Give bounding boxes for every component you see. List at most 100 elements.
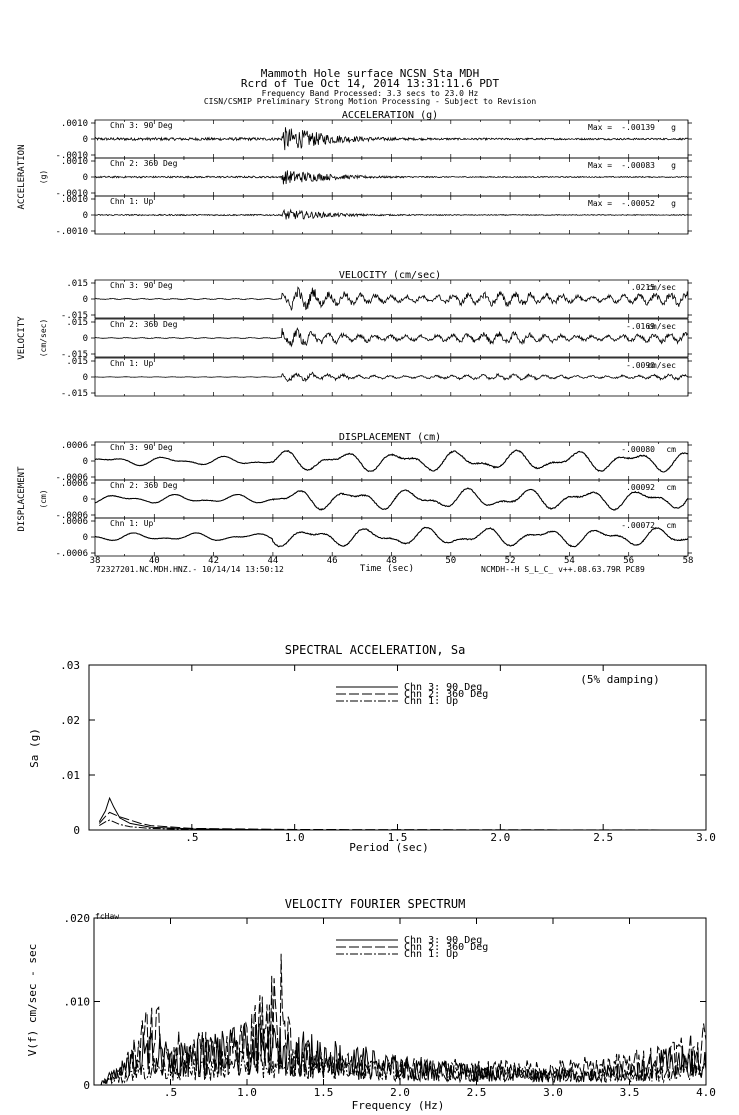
panel-y-label: ACCELERATION <box>17 144 27 209</box>
y-tick-label: .02 <box>60 714 80 727</box>
max-prefix: Max = <box>588 161 612 170</box>
channel-waveform <box>95 371 688 383</box>
sa-x-label: Period (sec) <box>349 841 428 854</box>
y-tick-label: -.015 <box>61 350 88 360</box>
sa-title: SPECTRAL ACCELERATION, Sa <box>285 643 466 657</box>
y-tick-label: .0010 <box>61 119 88 129</box>
channel-label: Chn 3: 90 Deg <box>110 121 173 130</box>
header-record-time: Rcrd of Tue Oct 14, 2014 13:31:11.6 PDT <box>241 77 500 90</box>
x-tick-label: 1.0 <box>285 831 305 844</box>
y-tick-label: 0 <box>83 295 88 305</box>
y-tick-label: .0010 <box>61 195 88 205</box>
channel-waveform <box>94 487 689 511</box>
max-prefix: Max = <box>588 199 612 208</box>
time-tick-label: 42 <box>208 556 219 566</box>
y-tick-label: .020 <box>64 912 91 925</box>
x-tick-label: 2.5 <box>467 1086 487 1099</box>
legend-label: Chn 1: Up <box>404 696 458 707</box>
x-tick-label: 2.0 <box>490 831 510 844</box>
y-tick-label: .010 <box>64 996 91 1009</box>
legend-label: Chn 1: Up <box>404 949 458 960</box>
sa-damping-annotation: (5% damping) <box>580 673 659 686</box>
vfs-y-label: V(f) cm/sec - sec <box>26 944 39 1057</box>
y-tick-label: 0 <box>83 533 88 543</box>
x-tick-label: 1.5 <box>314 1086 334 1099</box>
time-tick-label: 40 <box>149 556 160 566</box>
time-tick-label: 54 <box>564 556 575 566</box>
x-tick-label: .5 <box>185 831 198 844</box>
channel-waveform <box>94 127 689 151</box>
y-tick-label: -.0006 <box>55 473 88 483</box>
x-tick-label: 2.0 <box>390 1086 410 1099</box>
time-tick-label: 52 <box>505 556 516 566</box>
channel-unit: cm/sec <box>647 361 676 370</box>
y-tick-label: -.0006 <box>55 549 88 559</box>
series-line <box>98 796 706 831</box>
channel-label: Chn 1: Up <box>110 359 154 368</box>
spectral-acceleration-chart: SPECTRAL ACCELERATION, Sa (5% damping) P… <box>28 643 716 854</box>
legend-label: Chn 3: 90 Deg <box>404 682 482 693</box>
y-tick-label: 0 <box>83 495 88 505</box>
channel-label: Chn 2: 360 Deg <box>110 320 178 329</box>
y-tick-label: 0 <box>83 457 88 467</box>
x-tick-label: 3.0 <box>543 1086 563 1099</box>
series-line <box>99 819 706 831</box>
x-tick-label: 2.5 <box>593 831 613 844</box>
panel-unit-label: (cm) <box>39 489 48 508</box>
channel-label: Chn 3: 90 Deg <box>110 443 173 452</box>
time-series-panels: ACCELERATION (g) ACCELERATION (g) .0010 0 -.0… <box>17 110 692 559</box>
x-tick-label: .5 <box>164 1086 177 1099</box>
channel-max-value: -.00083 <box>621 161 655 170</box>
channel-waveform <box>94 208 689 220</box>
velocity-fourier-spectrum-chart: VELOCITY FOURIER SPECTRUM fcHaw Frequenc… <box>26 897 716 1112</box>
channel-max-value: -.00052 <box>621 199 655 208</box>
channel-label: Chn 2: 360 Deg <box>110 159 178 168</box>
time-tick-label: 56 <box>623 556 634 566</box>
channel-unit: cm <box>666 521 676 530</box>
channel-unit: cm <box>666 445 676 454</box>
channel-label: Chn 2: 360 Deg <box>110 481 178 490</box>
channel-max-value: -.00080 <box>621 445 655 454</box>
y-tick-label: .0006 <box>61 441 88 451</box>
channel-frame <box>94 479 689 519</box>
vfs-annotation: fcHaw <box>95 912 119 921</box>
time-tick-label: 44 <box>267 556 278 566</box>
channel-waveform <box>94 327 689 348</box>
time-tick-label: 58 <box>683 556 694 566</box>
y-tick-label: 0 <box>83 373 88 383</box>
channel-unit: cm/sec <box>647 322 676 331</box>
channel-max-value: -.0169 <box>626 322 655 331</box>
time-tick-label: 48 <box>386 556 397 566</box>
y-tick-label: .03 <box>60 659 80 672</box>
channel-waveform <box>94 449 689 473</box>
y-tick-label: 0 <box>83 211 88 221</box>
channel-waveform <box>95 526 689 548</box>
y-tick-label: .015 <box>66 279 88 289</box>
channel-waveform <box>95 170 689 185</box>
y-tick-label: -.0010 <box>55 227 88 237</box>
y-tick-label: .015 <box>66 357 88 367</box>
y-tick-label: -.0010 <box>55 151 88 161</box>
legend-label: Chn 2: 360 Deg <box>404 942 488 953</box>
channel-unit: cm <box>666 483 676 492</box>
channel-unit: g <box>671 123 676 132</box>
y-tick-label: -.0006 <box>55 511 88 521</box>
sa-y-label: Sa (g) <box>28 728 41 768</box>
time-tick-label: 46 <box>327 556 338 566</box>
vfs-x-label: Frequency (Hz) <box>352 1099 445 1112</box>
panel-title: VELOCITY (cm/sec) <box>339 270 441 281</box>
y-tick-label: .0006 <box>61 517 88 527</box>
time-axis: Time (sec) 72327201.NC.MDH.HNZ.- 10/14/1… <box>90 556 694 574</box>
channel-max-value: .0215 <box>631 283 655 292</box>
x-tick-label: 3.5 <box>620 1086 640 1099</box>
record-id-footer: 72327201.NC.MDH.HNZ.- 10/14/14 13:50:12 <box>96 565 284 574</box>
y-tick-label: -.015 <box>61 389 88 399</box>
panel-unit-label: (cm/sec) <box>39 319 48 358</box>
panel-2: DISPLACEMENT (cm) DISPLACEMENT (cm) .0006 0 -… <box>17 432 692 559</box>
panel-title: ACCELERATION (g) <box>342 110 438 121</box>
time-tick-label: 50 <box>445 556 456 566</box>
channel-max-value: .00092 <box>626 483 655 492</box>
x-tick-label: 4.0 <box>696 1086 716 1099</box>
series-line <box>94 1049 707 1086</box>
